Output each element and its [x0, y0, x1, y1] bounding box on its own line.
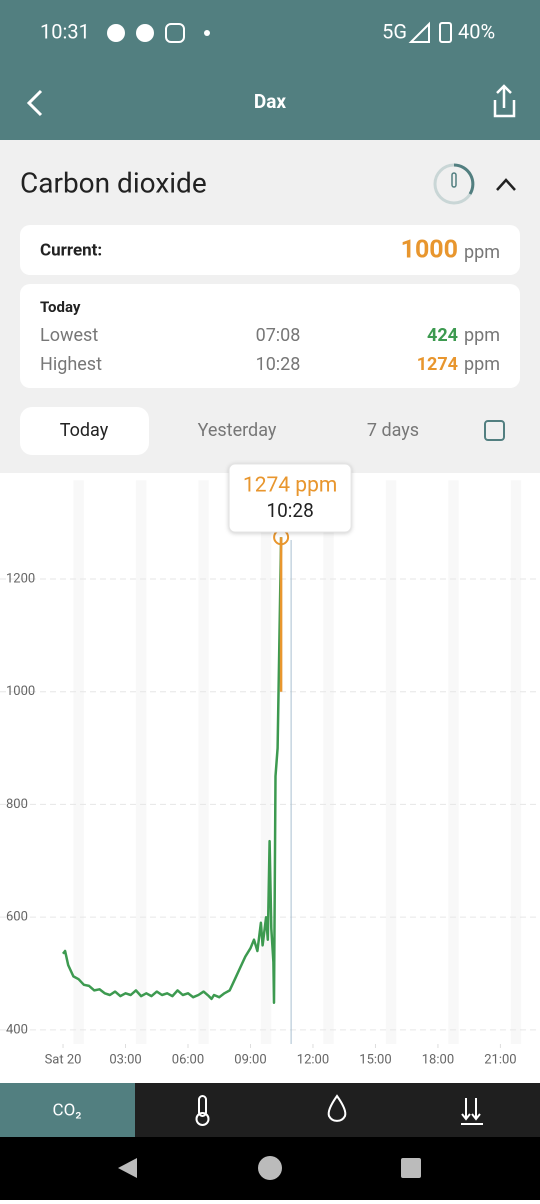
row-label: Highest	[40, 354, 102, 375]
status-time: 10:31	[40, 19, 90, 43]
x-tick-label: 06:00	[172, 1052, 204, 1067]
y-tick-label: 600	[6, 910, 28, 925]
grid-band	[73, 480, 84, 1044]
temperature-tab-bulb	[195, 1112, 210, 1126]
grid-band	[385, 480, 397, 1044]
today-card	[20, 284, 520, 388]
sensor-title: Carbon dioxide	[20, 166, 207, 199]
row-value: 1274	[417, 354, 458, 375]
current-label: Current:	[40, 240, 102, 260]
tooltip-time: 10:28	[266, 499, 313, 522]
pressure-tab[interactable]	[461, 1098, 483, 1125]
y-tick-label: 1000	[6, 684, 35, 699]
header-title: Dax	[254, 90, 287, 113]
status-battery: 40%	[458, 19, 495, 43]
humidity-tab[interactable]	[327, 1094, 347, 1122]
line	[62, 537, 283, 1005]
status-icon	[136, 24, 154, 42]
status-icon	[107, 24, 125, 42]
status-icon	[165, 23, 185, 43]
tooltip-value: 1274 ppm	[243, 474, 337, 498]
share-button[interactable]	[493, 84, 516, 118]
x-tick-label: 15:00	[359, 1052, 391, 1067]
nav-back[interactable]	[118, 1158, 137, 1178]
bottom-tab-active[interactable]	[0, 1083, 135, 1137]
temperature-tab[interactable]	[198, 1095, 207, 1117]
today-title: Today	[40, 298, 81, 316]
tab[interactable]: Yesterday	[198, 420, 277, 441]
grid-band	[135, 480, 147, 1044]
nav-recents[interactable]	[401, 1158, 421, 1178]
x-tick-label: 18:00	[422, 1052, 454, 1067]
tab-active[interactable]	[20, 407, 149, 455]
collapse-button[interactable]	[496, 178, 516, 191]
signal-icon	[408, 21, 430, 43]
y-tick-label: 400	[6, 1022, 28, 1037]
y-tick-label: 1200	[6, 571, 35, 586]
x-tick-label: 21:00	[484, 1052, 516, 1067]
row-time: 07:08	[256, 325, 301, 346]
back-button[interactable]	[26, 89, 43, 117]
row-label: Lowest	[40, 325, 98, 346]
x-tick-label: 09:00	[234, 1052, 266, 1067]
tab[interactable]: Today	[60, 420, 109, 441]
x-tick-label: 12:00	[297, 1052, 329, 1067]
grid-band	[448, 480, 459, 1044]
row-value: 424	[427, 325, 458, 346]
grid-band	[260, 480, 272, 1044]
nav-home[interactable]	[258, 1156, 282, 1180]
current-card	[20, 225, 520, 275]
y-tick-label: 800	[6, 797, 28, 812]
row-time: 10:28	[256, 354, 301, 375]
x-tick-label: 03:00	[109, 1052, 141, 1067]
status-dot	[204, 30, 210, 36]
x-tick-label: Sat 20	[45, 1052, 82, 1067]
calendar-button[interactable]	[484, 420, 505, 441]
grid-band	[323, 480, 334, 1044]
thermometer-icon	[451, 172, 457, 188]
tooltip	[228, 463, 352, 533]
row-unit: ppm	[464, 354, 500, 375]
row-unit: ppm	[464, 325, 500, 346]
grid-band	[510, 480, 522, 1044]
grid-band	[198, 480, 209, 1044]
tab[interactable]: 7 days	[367, 420, 419, 441]
sensor-gauge-arc	[453, 163, 475, 195]
status-network: 5G	[382, 19, 407, 43]
battery-icon	[439, 22, 452, 43]
bottom-tab[interactable]: CO₂	[53, 1100, 82, 1120]
current-unit: ppm	[464, 242, 500, 263]
current-value: 1000	[401, 236, 458, 265]
